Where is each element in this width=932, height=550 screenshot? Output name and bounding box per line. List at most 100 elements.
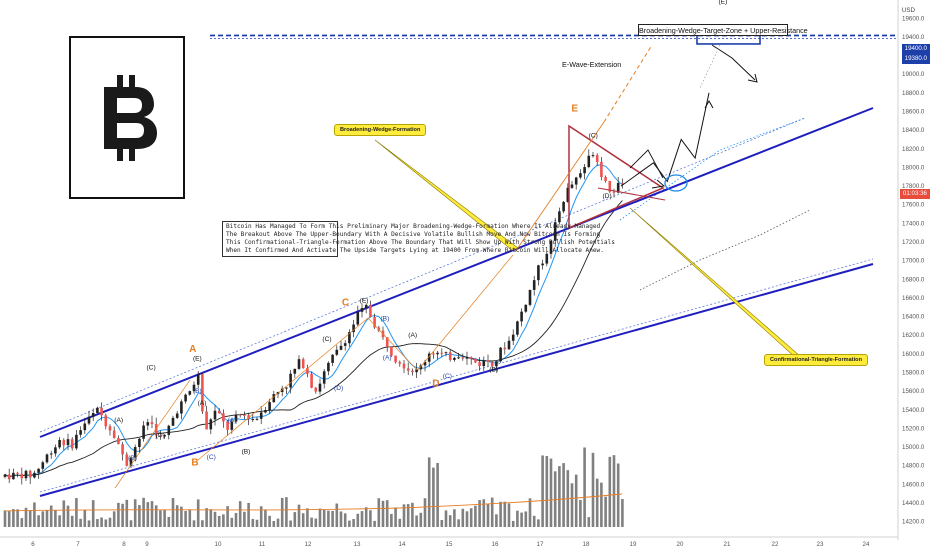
volume-bar	[125, 499, 129, 527]
volume-bar	[45, 510, 49, 527]
volume-bar	[583, 447, 586, 527]
x-tick-label: 22	[772, 541, 779, 548]
candle-body	[322, 371, 326, 384]
volume-bar	[87, 520, 91, 527]
candle-body	[532, 280, 536, 290]
volume-bar	[352, 518, 355, 527]
candle-body	[117, 438, 120, 445]
wedge-upper-line	[39, 107, 874, 438]
candle-body	[238, 414, 242, 416]
wave-label: (B)	[489, 367, 498, 374]
candle-body	[255, 418, 259, 420]
volume-bar	[528, 498, 532, 527]
candle-body	[75, 434, 78, 449]
candle-body	[289, 373, 292, 388]
wave-label: (A)	[408, 332, 417, 339]
volume-bar	[499, 501, 502, 527]
y-tick-label: 17800.0	[902, 183, 925, 190]
candle-body	[444, 352, 448, 354]
volume-bar	[394, 507, 397, 527]
volume-bar	[217, 515, 221, 527]
y-tick-label: 16800.0	[902, 276, 925, 283]
volume-bar	[41, 511, 45, 527]
wave-label: D	[432, 379, 439, 390]
volume-bar	[390, 513, 393, 527]
x-tick-label: 13	[354, 541, 361, 548]
candle-body	[579, 173, 582, 178]
candle-body	[348, 332, 351, 344]
y-tick-label: 18600.0	[902, 109, 925, 116]
candle-body	[415, 369, 418, 373]
candle-body	[184, 394, 187, 402]
volume-bar	[62, 500, 66, 527]
volume-bar	[524, 511, 528, 527]
volume-bar	[205, 508, 208, 527]
x-tick-label: 18	[583, 541, 590, 548]
wave-label: (B)	[128, 455, 137, 462]
candle-body	[478, 362, 481, 367]
candle-body	[234, 414, 238, 422]
volume-bar	[348, 520, 351, 527]
candle-body	[138, 438, 141, 448]
volume-bars	[3, 447, 624, 527]
wave-label: A	[189, 344, 196, 355]
volume-bar	[507, 503, 511, 527]
target-zone-label: Broadening-Wedge-Target-Zone + Upper-Res…	[638, 24, 808, 36]
ma-fast	[4, 164, 623, 478]
volume-bar	[159, 510, 162, 527]
volume-bar	[7, 511, 11, 527]
candle-body	[196, 374, 200, 385]
volume-bar	[133, 499, 137, 527]
volume-bar	[247, 502, 250, 527]
y-tick-label: 16200.0	[902, 332, 925, 339]
volume-bar	[209, 509, 213, 527]
volume-bar	[58, 515, 61, 527]
volume-bar	[112, 511, 116, 527]
broadening-wedge	[39, 107, 874, 497]
candle-body	[297, 359, 301, 369]
projection-arrow-left	[629, 149, 664, 179]
y-tick-label: 15000.0	[902, 444, 925, 451]
moving-averages	[4, 117, 811, 478]
candle-body	[222, 413, 225, 422]
volume-bar	[12, 509, 15, 527]
y-tick-label: 16000.0	[902, 351, 925, 358]
wave-label: (B)	[380, 315, 389, 322]
candle-body	[495, 361, 498, 367]
ma-slow	[4, 200, 623, 478]
wave-labels: (E)E(C)(D)C (E)(B)(A)(A)D(C)(B)(C)(D)A(E)…	[114, 0, 727, 469]
volume-bar	[167, 516, 171, 527]
candle-body	[104, 415, 108, 427]
volume-bar	[306, 508, 309, 527]
candle-body	[398, 362, 402, 364]
y-tick-label: 16400.0	[902, 314, 925, 321]
candle-body	[91, 413, 95, 417]
volume-bar	[314, 518, 318, 527]
candle-body	[12, 472, 15, 480]
wave-label: (D)	[603, 193, 612, 200]
y-tick-label: 18200.0	[902, 146, 925, 153]
candle-body	[469, 357, 473, 359]
volume-bar	[272, 520, 276, 527]
volume-bar	[285, 497, 288, 527]
candle-body	[209, 419, 213, 430]
volume-bar	[75, 498, 78, 527]
volume-bar	[532, 515, 536, 527]
volume-bar	[453, 509, 456, 527]
note-line: The Breakout Above The Upper-Boundary Wi…	[226, 231, 601, 238]
volume-bar	[129, 520, 133, 527]
candle-body	[146, 422, 150, 426]
price-axis: 14200.0 14400.0 14600.0 14800.0 15000.0 15200…	[897, 0, 925, 540]
wave-label: C	[342, 297, 349, 308]
wave-d-e-leg	[417, 254, 514, 371]
volume-bar	[595, 478, 599, 527]
target-guide	[699, 44, 721, 89]
wave-label: (E)	[718, 0, 727, 5]
volume-bar	[339, 511, 343, 527]
x-tick-label: 19	[630, 541, 637, 548]
volume-bar	[612, 455, 616, 527]
volume-bar	[230, 517, 234, 527]
candle-body	[201, 374, 204, 412]
volume-bar	[343, 513, 347, 527]
